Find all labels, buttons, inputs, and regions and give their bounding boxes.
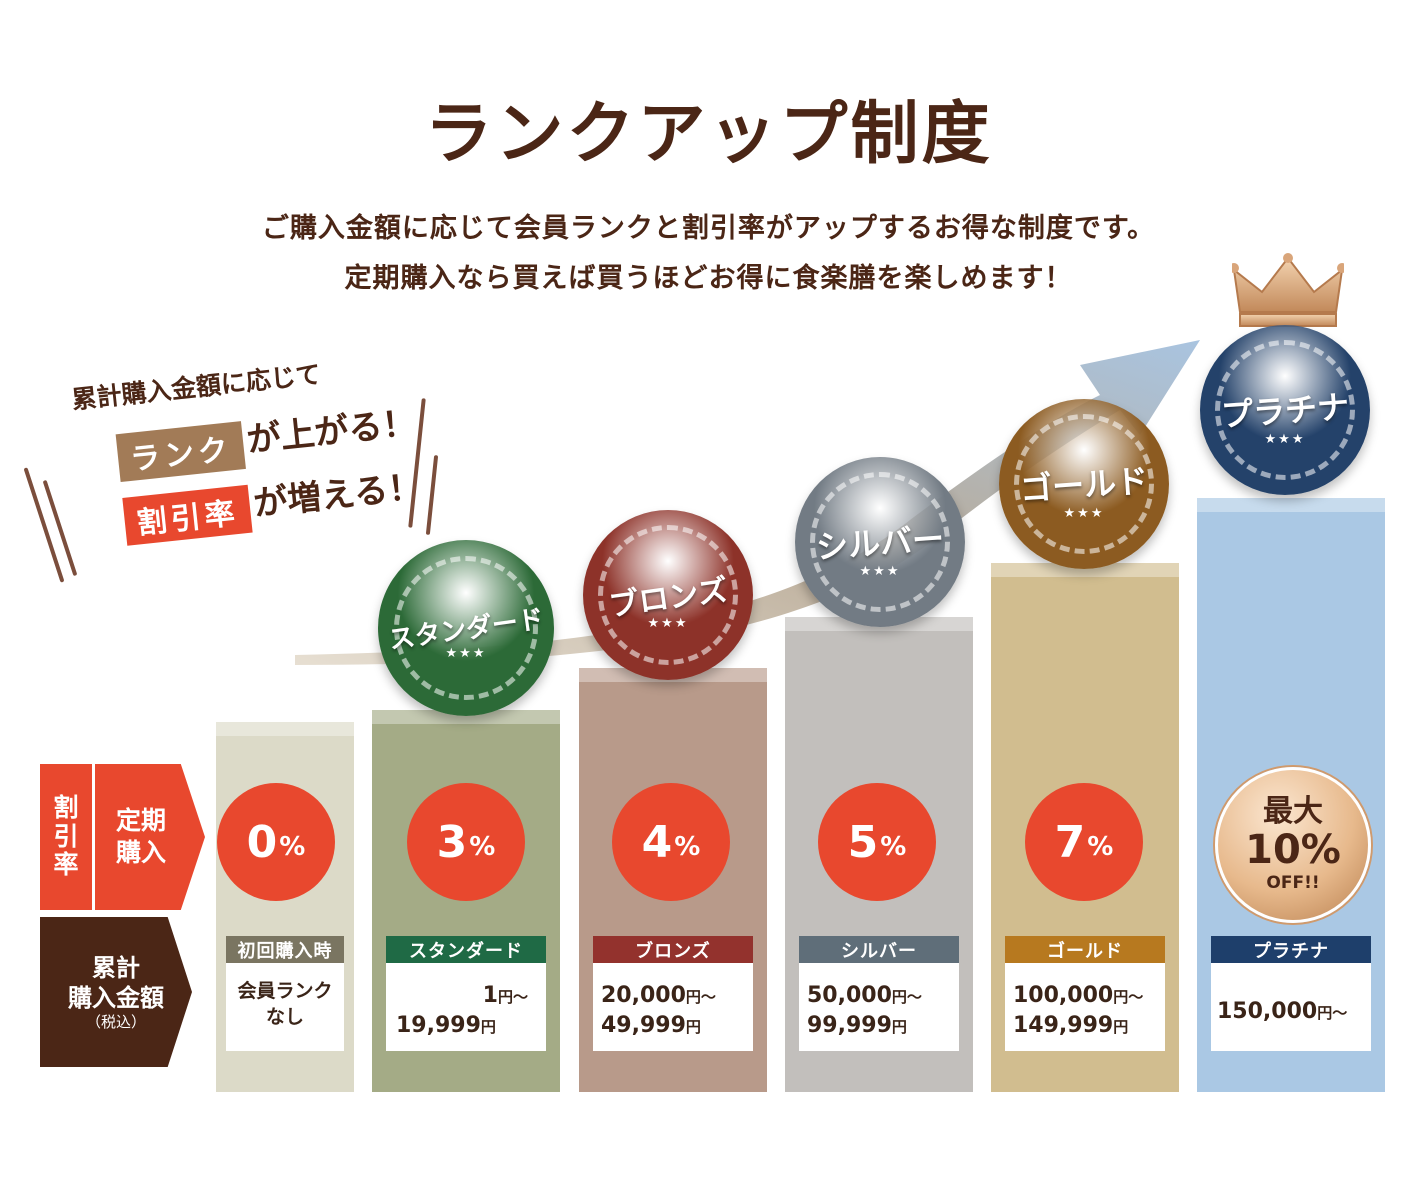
medal-stars: ★★★: [647, 616, 689, 631]
column-top-face: [216, 722, 354, 736]
rate-unit: %: [469, 832, 496, 862]
cumulative-amount-box: 1円〜 19,999円: [386, 963, 546, 1051]
cumulative-amount-box: 50,000円〜 99,999円: [799, 963, 959, 1051]
amount-from: 1円〜: [482, 983, 528, 1008]
rising-arrow-graphic: [295, 340, 1200, 665]
amount-line: 会員ランク: [237, 980, 333, 1002]
column-top-face: [991, 563, 1179, 577]
rank-medal: シルバー ★★★: [795, 457, 965, 627]
medal-stars: ★★★: [1063, 506, 1105, 522]
cumulative-amount-box: 150,000円〜: [1211, 963, 1371, 1051]
rank-up-text: が上がる！: [244, 402, 419, 461]
page-title: ランクアップ制度: [424, 95, 993, 174]
discount-rate-header: 割 引 率: [40, 764, 92, 910]
discount-rate-badge: 7%: [1025, 783, 1143, 901]
rate-value: 0: [246, 816, 278, 868]
tier-label: スタンダード: [386, 936, 546, 963]
rate-unit: %: [880, 832, 907, 862]
callout-line: 累計購入金額に応じて: [70, 359, 322, 415]
discount-tag: 割引率: [122, 484, 253, 546]
discount-rate-badge: 4%: [612, 783, 730, 901]
rank-medal: ゴールド ★★★: [999, 399, 1169, 569]
crown-icon: [1232, 253, 1344, 327]
discount-rate-badge: 0%: [217, 783, 335, 901]
subscription-header-text: 定期 購入: [115, 805, 166, 868]
cumulative-amount-box: 会員ランク なし: [226, 963, 344, 1051]
rate-value: 7: [1054, 816, 1086, 868]
cumulative-amount-box: 100,000円〜 149,999円: [1005, 963, 1165, 1051]
column-top-face: [1197, 498, 1385, 512]
rate-unit: %: [674, 832, 701, 862]
laurel-wreath: [810, 472, 950, 612]
laurel-wreath: [1215, 340, 1355, 480]
rank-medal: ブロンズ ★★★: [583, 510, 753, 680]
amount-from: 100,000円〜: [1013, 983, 1144, 1008]
amount-to: 49,999円: [601, 1012, 701, 1038]
laurel-wreath: [598, 525, 738, 665]
cumulative-amount-header: 累計 購入金額 （税込）: [40, 917, 192, 1067]
amount-line: なし: [265, 1005, 304, 1028]
rate-value: 5: [847, 816, 879, 868]
rate-value: 10%: [1245, 827, 1341, 873]
rate-value: 3: [436, 816, 468, 868]
callout: 累計購入金額に応じて ランク が上がる！ 割引率 が増える！: [30, 341, 470, 594]
amount-from: 20,000円〜: [601, 983, 716, 1008]
cumulative-amount-box: 20,000円〜 49,999円: [593, 963, 753, 1051]
rank-tag: ランク: [115, 421, 246, 483]
off-label: OFF!!: [1266, 873, 1320, 893]
amount-to: 19,999円: [396, 1012, 496, 1038]
rate-value: 4: [641, 816, 673, 868]
tier-label: ゴールド: [1005, 936, 1165, 963]
rank-medal: スタンダード ★★★: [378, 540, 554, 716]
medal-stars: ★★★: [1264, 432, 1306, 448]
discount-rate-header-text: 割 引 率: [53, 792, 79, 880]
tax-included-note: （税込）: [85, 1012, 146, 1031]
discount-up-text: が増える！: [251, 466, 424, 525]
medal-stars: ★★★: [859, 564, 901, 580]
cumulative-amount-header-text: 累計 購入金額: [68, 953, 164, 1012]
column-top-face: [372, 710, 560, 724]
tier-label: ブロンズ: [593, 936, 753, 963]
discount-rate-badge: 5%: [818, 783, 936, 901]
rate-unit: %: [1087, 832, 1114, 862]
tier-label: プラチナ: [1211, 936, 1371, 963]
laurel-wreath: [1014, 414, 1154, 554]
laurel-wreath: [394, 556, 538, 700]
medal-stars: ★★★: [445, 646, 487, 662]
amount-to: 99,999円: [807, 1012, 907, 1038]
rate-unit: %: [279, 832, 306, 862]
rank-medal: プラチナ ★★★: [1200, 325, 1370, 495]
max-label: 最大: [1263, 794, 1323, 829]
subscription-header: 定期 購入: [95, 764, 205, 910]
subtitle-line-1: ご購入金額に応じて会員ランクと割引率がアップするお得な制度です。: [261, 213, 1156, 244]
tier-label: 初回購入時: [226, 936, 344, 963]
amount-from: 150,000円〜: [1217, 999, 1348, 1024]
discount-rate-badge: 最大 10% OFF!!: [1215, 767, 1371, 923]
tier-label: シルバー: [799, 936, 959, 963]
discount-rate-badge: 3%: [407, 783, 525, 901]
amount-from: 50,000円〜: [807, 983, 922, 1008]
subtitle-line-2: 定期購入なら買えば買うほどお得に食楽膳を楽しめます！: [344, 263, 1073, 294]
amount-to: 149,999円: [1013, 1012, 1129, 1038]
